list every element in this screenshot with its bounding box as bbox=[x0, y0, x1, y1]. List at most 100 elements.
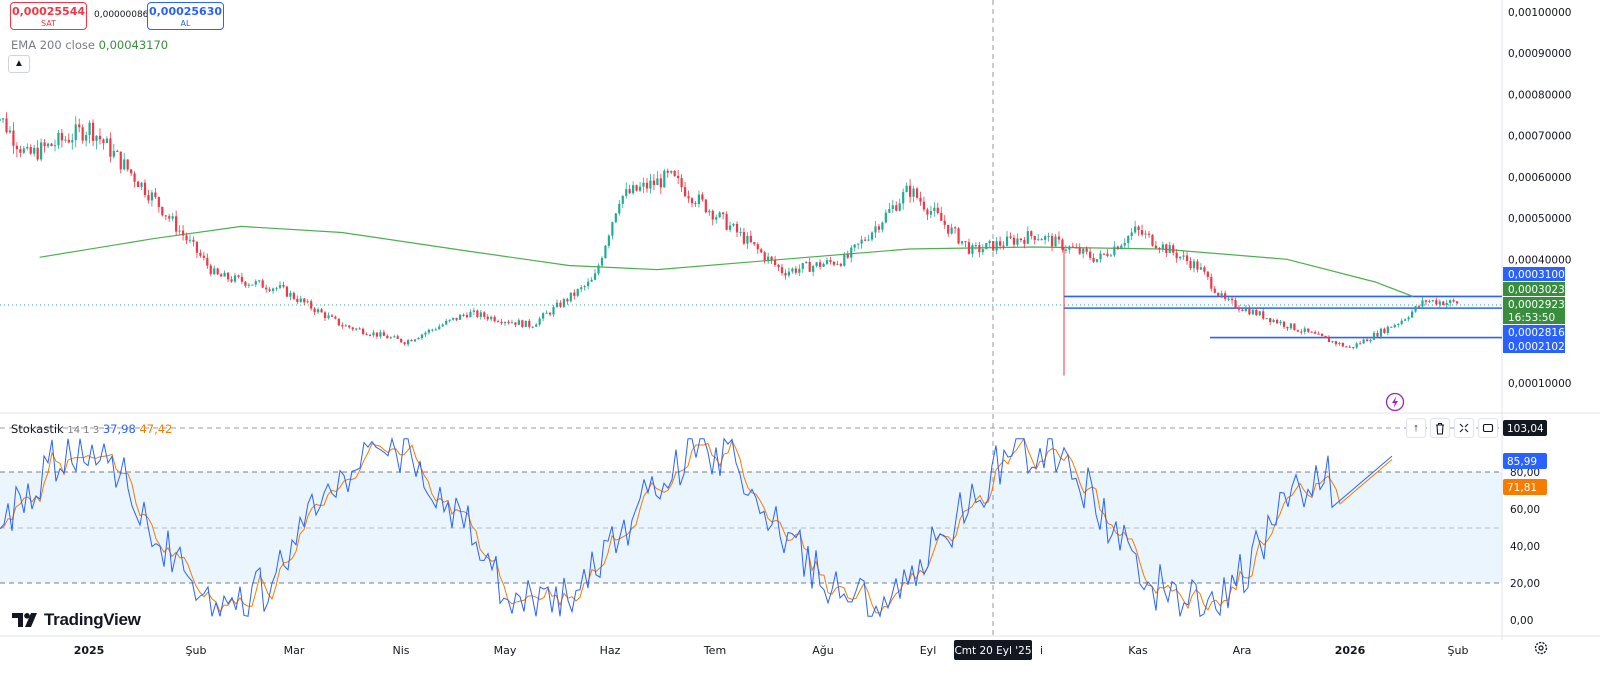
candle-body bbox=[999, 241, 1002, 246]
candle-body bbox=[497, 321, 500, 323]
candle-body bbox=[168, 216, 171, 219]
candle-body bbox=[1071, 246, 1074, 248]
price-label-bg bbox=[1503, 325, 1565, 339]
horizontal-lines[interactable] bbox=[1064, 295, 1502, 339]
stochastic-legend[interactable]: Stokastik 14 1 3 37,98 47,42 bbox=[11, 422, 172, 436]
candle-body bbox=[22, 148, 25, 153]
candle-body bbox=[26, 147, 29, 149]
candle-body bbox=[1397, 323, 1400, 326]
price-axis[interactable]: 0,00100000 0,00090000 0,00080000 0,00070000… bbox=[1508, 7, 1571, 390]
stochastic-k-value: 37,98 bbox=[102, 422, 136, 436]
candle-body bbox=[1064, 249, 1067, 251]
candle-body bbox=[1417, 306, 1421, 308]
candle-body bbox=[81, 127, 84, 141]
candle-body bbox=[877, 226, 881, 230]
delete-pane-button[interactable] bbox=[1430, 418, 1450, 438]
candle-body bbox=[683, 187, 687, 197]
gear-icon[interactable] bbox=[1533, 640, 1549, 656]
candle-body bbox=[929, 211, 932, 215]
candle-body bbox=[784, 273, 787, 276]
candle-body bbox=[337, 318, 340, 326]
candle-body bbox=[853, 244, 856, 248]
tradingview-logo[interactable]: TradingView bbox=[12, 609, 141, 631]
candle-body bbox=[628, 189, 631, 194]
candle-body bbox=[1154, 245, 1158, 249]
candle-body bbox=[1189, 260, 1192, 269]
candle-body bbox=[593, 273, 597, 280]
stochastic-axis[interactable]: 80,00 60,00 40,00 20,00 0,00 bbox=[1510, 467, 1540, 627]
candle-body bbox=[1386, 326, 1389, 333]
candle-body bbox=[812, 266, 815, 272]
candle-body bbox=[542, 313, 545, 319]
sell-price-box[interactable]: 0,00025544 SAT bbox=[10, 2, 87, 30]
candle-body bbox=[1033, 236, 1036, 240]
candle-body bbox=[1293, 323, 1296, 331]
candle-body bbox=[188, 239, 192, 241]
collapse-legend-button[interactable]: ▲ bbox=[8, 55, 30, 73]
candle-body bbox=[763, 252, 766, 261]
candle-body bbox=[164, 215, 167, 217]
candle-body bbox=[171, 216, 174, 219]
ema-200-line[interactable] bbox=[39, 225, 1414, 297]
candle-body bbox=[1109, 255, 1112, 257]
candle-body bbox=[888, 208, 891, 213]
candle-body bbox=[749, 235, 752, 243]
price-label-bg bbox=[1503, 297, 1565, 311]
candle-body bbox=[964, 241, 967, 243]
stochastic-tick-label: 0,00 bbox=[1510, 615, 1533, 627]
candle-body bbox=[98, 135, 102, 140]
candle-body bbox=[192, 239, 195, 242]
fullscreen-icon bbox=[1482, 423, 1494, 433]
candle-body bbox=[514, 322, 517, 325]
candle-body bbox=[1352, 346, 1355, 348]
buy-price-box[interactable]: 0,00025630 AL bbox=[147, 2, 224, 30]
candle-body bbox=[1089, 251, 1092, 258]
stochastic-value-label: 85,99 bbox=[1507, 456, 1537, 468]
candle-body bbox=[1410, 311, 1414, 318]
candle-body bbox=[1310, 331, 1313, 333]
candle-body bbox=[1012, 237, 1016, 245]
candle-body bbox=[950, 227, 953, 234]
candle-body bbox=[604, 245, 607, 259]
price-label-bg bbox=[1503, 339, 1565, 353]
candle-body bbox=[943, 220, 946, 225]
candle-body bbox=[95, 135, 98, 141]
candle-body bbox=[448, 319, 451, 321]
candlestick-series[interactable] bbox=[0, 96, 1459, 376]
candle-body bbox=[836, 263, 839, 265]
candle-body bbox=[1393, 325, 1396, 328]
stochastic-tick-label: 80,00 bbox=[1510, 467, 1540, 479]
move-pane-up-button[interactable]: ↑ bbox=[1406, 418, 1426, 438]
stochastic-k-line[interactable] bbox=[0, 436, 1393, 619]
candle-body bbox=[479, 312, 482, 317]
candle-body bbox=[1334, 341, 1338, 345]
fullscreen-pane-button[interactable] bbox=[1478, 418, 1498, 438]
candle-body bbox=[185, 235, 188, 241]
candle-body bbox=[659, 178, 662, 188]
candle-body bbox=[870, 232, 874, 240]
candle-body bbox=[452, 317, 455, 320]
candle-body bbox=[587, 281, 590, 287]
candle-body bbox=[469, 311, 472, 318]
candle-body bbox=[905, 185, 908, 192]
time-axis[interactable]: 2025 Şub Mar Nis May Haz Tem Ağu Eyl Kas Ara 2026 Şu… bbox=[74, 644, 1469, 657]
candle-body bbox=[427, 329, 430, 333]
brand-name: TradingView bbox=[44, 610, 141, 629]
candle-body bbox=[1320, 333, 1324, 336]
maximize-pane-button[interactable] bbox=[1454, 418, 1474, 438]
ema-legend[interactable]: EMA 200 close 0,00043170 bbox=[11, 38, 168, 52]
candle-body bbox=[382, 332, 385, 336]
candle-body bbox=[822, 263, 825, 267]
lightning-icon[interactable] bbox=[1385, 392, 1405, 412]
candle-body bbox=[1407, 317, 1410, 320]
time-tick-label: Şub bbox=[1448, 644, 1469, 657]
range-box bbox=[1064, 296, 1502, 309]
candle-body bbox=[711, 210, 714, 220]
price-tick-label: 0,00060000 bbox=[1508, 172, 1571, 184]
candle-body bbox=[1230, 298, 1234, 301]
candle-body bbox=[760, 249, 763, 253]
buy-label: AL bbox=[180, 19, 191, 28]
candle-body bbox=[136, 181, 140, 188]
candle-body bbox=[922, 201, 926, 210]
